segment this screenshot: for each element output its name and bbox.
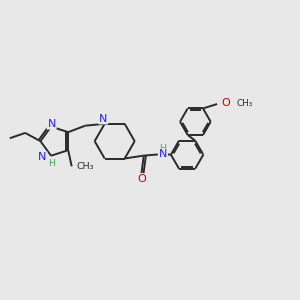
Text: N: N [159,149,167,159]
Text: H: H [48,159,55,168]
Text: N: N [38,152,46,162]
Text: N: N [47,119,56,129]
Text: CH₃: CH₃ [77,162,94,171]
Text: O: O [221,98,230,108]
Text: H: H [160,144,167,153]
Text: CH₃: CH₃ [237,99,253,108]
Text: O: O [137,174,146,184]
Text: N: N [99,113,107,124]
